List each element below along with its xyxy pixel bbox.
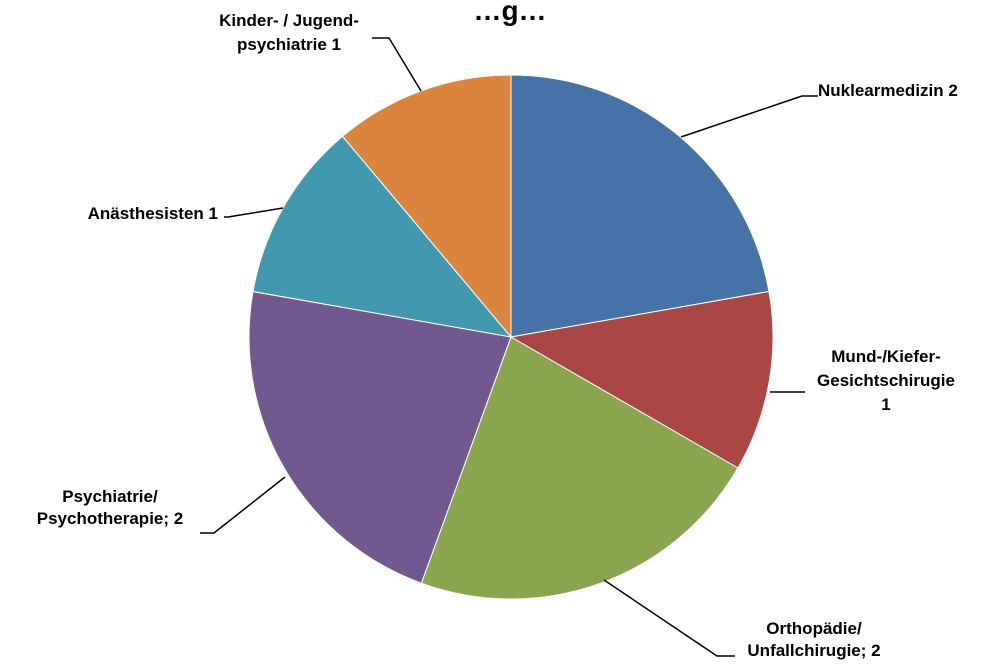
pie-slice bbox=[509, 290, 774, 469]
slice-label-line: Gesichtschirugie bbox=[817, 371, 955, 390]
slice-label-line: psychiatrie 1 bbox=[237, 35, 341, 54]
leader-line bbox=[603, 579, 735, 657]
slice-label: Kinder- / Jugend-psychiatrie 1 bbox=[219, 11, 359, 54]
slice-label: Psychiatrie/Psychotherapie; 2 bbox=[37, 487, 183, 528]
slice-labels: Nuklearmedizin 2 Mund-/Kiefer- Gesichtschi… bbox=[37, 11, 958, 660]
slice-label-line: Anästhesisten 1 bbox=[88, 204, 218, 223]
leader-line bbox=[224, 207, 284, 218]
leader-line bbox=[680, 95, 818, 138]
slice-label-line: 1 bbox=[881, 395, 890, 414]
pie-slice bbox=[248, 290, 512, 584]
slice-label: Anästhesisten 1 bbox=[88, 204, 218, 223]
slice-label-line: Orthopädie/ bbox=[766, 619, 862, 638]
pie-slice bbox=[341, 74, 512, 339]
pie-slices bbox=[248, 74, 774, 600]
pie-slice bbox=[420, 336, 739, 600]
chart-title: …g… bbox=[473, 0, 546, 26]
pie-slice bbox=[510, 74, 770, 338]
slice-label: Nuklearmedizin 2 bbox=[818, 81, 958, 100]
leader-lines bbox=[200, 37, 818, 657]
slice-label-line: Kinder- / Jugend- bbox=[219, 11, 359, 30]
slice-label: Orthopädie/Unfallchirugie; 2 bbox=[747, 619, 880, 660]
slice-label-line: Unfallchirugie; 2 bbox=[747, 641, 880, 660]
leader-line bbox=[372, 37, 422, 92]
slice-label-line: Psychotherapie; 2 bbox=[37, 509, 183, 528]
pie-slice bbox=[252, 135, 513, 338]
slice-label-line: Psychiatrie/ bbox=[62, 487, 158, 506]
slice-label-line: Nuklearmedizin 2 bbox=[818, 81, 958, 100]
leader-line bbox=[200, 476, 286, 534]
slice-label-line: Mund-/Kiefer- bbox=[831, 347, 941, 366]
slice-label: Mund-/Kiefer- Gesichtschirugie 1 bbox=[817, 347, 955, 414]
